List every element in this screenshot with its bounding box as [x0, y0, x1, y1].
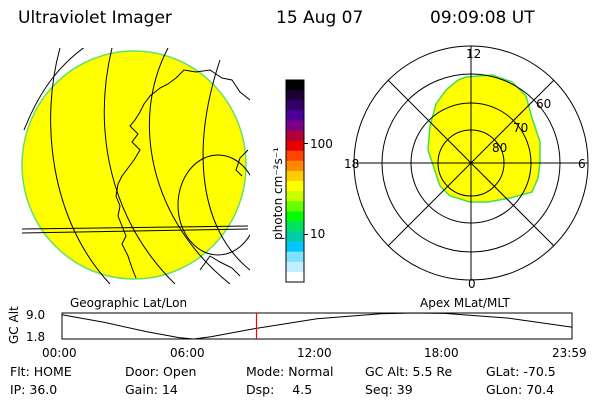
altitude-y-tick: 9.0	[26, 308, 46, 322]
geo-coastline	[115, 69, 250, 279]
colorbar-unit-label: photon cm⁻²s⁻¹	[271, 147, 285, 240]
info-gain: Gain: 14	[125, 382, 178, 397]
geo-meridian	[149, 48, 231, 284]
polar-panel-caption: Apex MLat/MLT	[420, 296, 510, 310]
geo-panel-caption: Geographic Lat/Lon	[70, 296, 188, 310]
colorbar-segment	[286, 221, 304, 233]
altitude-curve	[61, 312, 572, 340]
altitude-strip	[61, 312, 573, 340]
geo-meridian	[202, 59, 250, 271]
geo-coastline	[235, 149, 249, 177]
altitude-x-tick: 12:00	[297, 346, 332, 360]
time-label: 09:09:08 UT	[430, 8, 535, 28]
colorbar-segment	[286, 150, 304, 162]
altitude-frame	[61, 312, 573, 340]
colorbar-segment	[286, 231, 304, 243]
info-mode: Mode: Normal	[246, 364, 334, 379]
colorbar-segment	[286, 120, 304, 132]
info-dsp: Dsp: 4.5	[246, 382, 313, 397]
altitude-axis-label: GC Alt	[7, 306, 21, 344]
info-seq: Seq: 39	[365, 382, 413, 397]
colorbar-tick-label: 100	[310, 136, 333, 151]
geo-parallel	[22, 228, 249, 234]
colorbar-segment	[286, 110, 304, 121]
geo-limb-arc	[23, 48, 85, 131]
mlt-label-dawn: 6	[578, 157, 586, 171]
altitude-x-tick: 23:59	[552, 346, 587, 360]
colorbar-segment	[286, 160, 304, 172]
colorbar-segment	[286, 241, 304, 253]
mlt-label-midnight: 0	[468, 277, 476, 291]
geo-emission-disk	[21, 50, 247, 280]
geo-parallel	[177, 154, 250, 256]
mlt-label-dusk: 18	[344, 157, 360, 171]
geo-meridian	[50, 48, 111, 284]
info-glat: GLat: -70.5	[486, 364, 556, 379]
colorbar-segment	[286, 251, 304, 263]
polar-spoke	[387, 79, 555, 247]
colorbar-segment	[286, 191, 304, 202]
colorbar-segment	[286, 211, 304, 222]
mlat-ring-label-70: 70	[513, 121, 529, 135]
colorbar-segment	[286, 90, 304, 101]
instrument-title: Ultraviolet Imager	[18, 8, 172, 28]
geographic-map	[21, 48, 250, 284]
altitude-x-tick: 00:00	[42, 346, 77, 360]
mlt-label-noon: 12	[466, 47, 482, 61]
date-label: 15 Aug 07	[276, 8, 364, 28]
colorbar-segment	[286, 271, 304, 283]
altitude-x-tick: 18:00	[424, 346, 459, 360]
mlat-ring-label-60: 60	[536, 97, 552, 111]
colorbar-frame	[285, 79, 305, 283]
geo-parallel	[22, 225, 249, 230]
info-ip: IP: 36.0	[10, 382, 58, 397]
colorbar-segment	[286, 170, 304, 182]
info-glon: GLon: 70.4	[486, 382, 555, 397]
colorbar-tick-label: 10	[310, 227, 326, 242]
colorbar-segment	[286, 130, 304, 142]
info-gc-alt: GC Alt: 5.5 Re	[365, 364, 453, 379]
colorbar-segment	[286, 181, 304, 192]
polar-emission-oval	[427, 74, 541, 203]
geo-meridian	[103, 48, 176, 284]
polar-plot	[353, 45, 589, 281]
color-bar	[285, 79, 308, 283]
colorbar-segment	[286, 201, 304, 212]
geo-coastline	[199, 255, 241, 277]
colorbar-segment	[286, 140, 304, 152]
info-door: Door: Open	[125, 364, 197, 379]
altitude-x-tick: 06:00	[170, 346, 205, 360]
colorbar-segment	[286, 100, 304, 111]
mlat-ring-label-80: 80	[492, 141, 508, 155]
colorbar-segment	[286, 80, 304, 91]
colorbar-segment	[286, 261, 304, 273]
info-flight: Flt: HOME	[10, 364, 72, 379]
altitude-y-tick: 1.8	[26, 330, 46, 344]
